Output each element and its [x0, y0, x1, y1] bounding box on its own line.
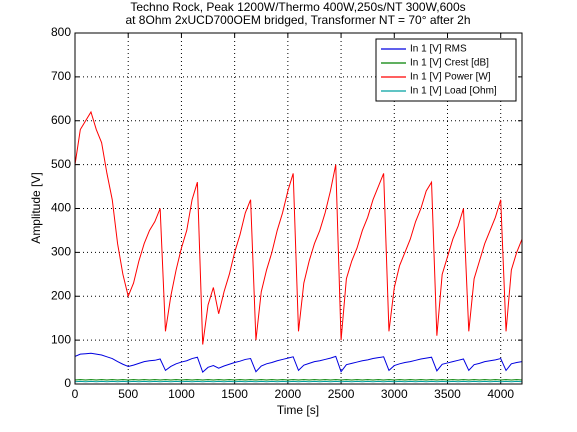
x-tick-label: 500: [118, 387, 138, 401]
x-axis-label: Time [s]: [277, 403, 319, 417]
series-line: [75, 110, 522, 345]
y-tick-label: 300: [51, 245, 71, 259]
y-tick-label: 600: [51, 113, 71, 127]
x-tick-label: 1500: [221, 387, 248, 401]
y-tick-label: 800: [51, 25, 71, 39]
x-tick-label: 1000: [168, 387, 195, 401]
x-tick-label: 4000: [487, 387, 514, 401]
y-tick-label: 400: [51, 201, 71, 215]
y-axis-label: Amplitude [V]: [29, 172, 43, 243]
chart-title: at 8Ohm 2xUCD700OEM bridged, Transformer…: [125, 13, 470, 27]
y-tick-label: 0: [64, 376, 71, 390]
y-tick-label: 500: [51, 157, 71, 171]
chart-title: Techno Rock, Peak 1200W/Thermo 400W,250s…: [130, 0, 465, 14]
x-tick-label: 0: [72, 387, 79, 401]
legend-label: In 1 [V] Power [W]: [410, 72, 491, 83]
y-tick-label: 700: [51, 69, 71, 83]
x-tick-label: 3500: [434, 387, 461, 401]
y-tick-label: 100: [51, 332, 71, 346]
legend: In 1 [V] RMS In 1 [V] Crest [dB] In 1 [V] …: [375, 38, 517, 102]
y-tick-label: 200: [51, 288, 71, 302]
x-tick-label: 2500: [328, 387, 355, 401]
legend-label: In 1 [V] RMS: [410, 44, 467, 55]
series-line: [75, 352, 522, 374]
x-tick-label: 3000: [381, 387, 408, 401]
x-tick-label: 2000: [275, 387, 302, 401]
plot-frame: [74, 32, 523, 385]
legend-label: In 1 [V] Load [Ohm]: [410, 86, 497, 97]
legend-label: In 1 [V] Crest [dB]: [410, 58, 489, 69]
